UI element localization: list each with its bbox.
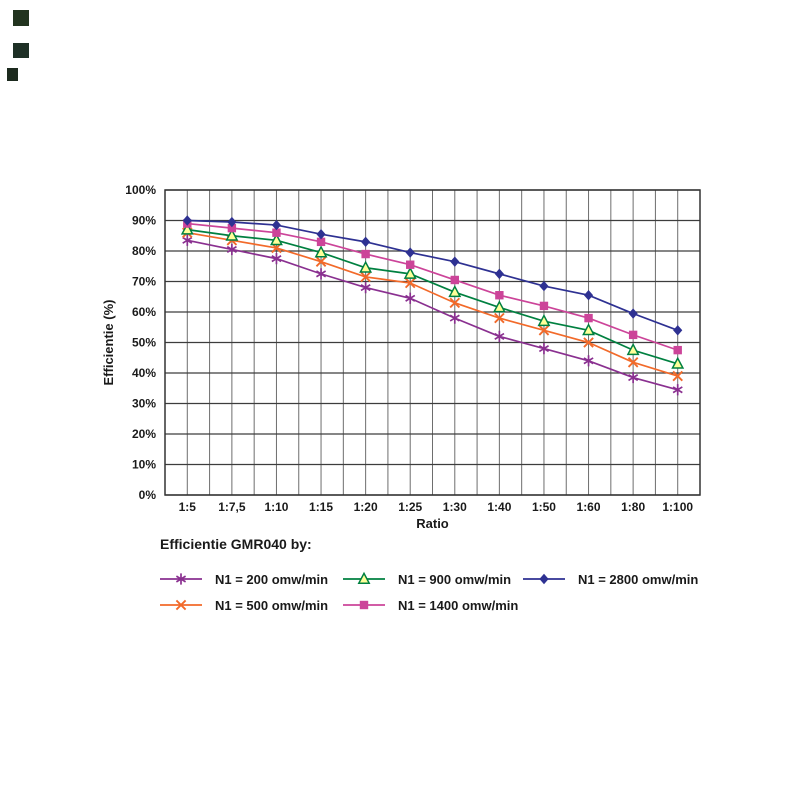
svg-text:1:5: 1:5 (179, 500, 197, 514)
legend-item-n1-200: N1 = 200 omw/min (160, 571, 343, 587)
legend-item-label: N1 = 900 omw/min (398, 571, 512, 587)
scan-artifact-2 (13, 43, 29, 58)
legend-item-label: N1 = 500 omw/min (215, 597, 329, 613)
legend-item-label: N1 = 1400 omw/min (398, 597, 519, 613)
svg-text:70%: 70% (132, 275, 156, 289)
svg-text:Efficientie (%): Efficientie (%) (101, 300, 116, 386)
svg-text:60%: 60% (132, 305, 156, 319)
svg-text:1:60: 1:60 (577, 500, 601, 514)
legend-grid: N1 = 200 omw/min N1 = 900 omw/min N1 = 2… (160, 566, 720, 618)
svg-text:40%: 40% (132, 366, 156, 380)
x-marker-icon (160, 597, 202, 613)
svg-text:1:30: 1:30 (443, 500, 467, 514)
svg-text:1:25: 1:25 (398, 500, 422, 514)
svg-text:1:7,5: 1:7,5 (218, 500, 246, 514)
legend-item-n1-2800: N1 = 2800 omw/min (523, 571, 720, 587)
svg-text:Ratio: Ratio (416, 516, 449, 531)
svg-text:90%: 90% (132, 214, 156, 228)
legend-item-label: N1 = 200 omw/min (215, 571, 329, 587)
svg-text:50%: 50% (132, 336, 156, 350)
legend-title: Efficientie GMR040 by: (160, 536, 312, 552)
svg-text:1:80: 1:80 (621, 500, 645, 514)
chart-legend: Efficientie GMR040 by: N1 = 200 omw/min … (160, 536, 720, 618)
svg-text:1:15: 1:15 (309, 500, 333, 514)
scan-artifact-3 (7, 68, 18, 81)
square-marker-icon (343, 597, 385, 613)
svg-text:100%: 100% (125, 183, 156, 197)
svg-text:30%: 30% (132, 397, 156, 411)
diamond-marker-icon (523, 571, 565, 587)
svg-text:1:50: 1:50 (532, 500, 556, 514)
legend-item-n1-500: N1 = 500 omw/min (160, 597, 343, 613)
svg-text:1:10: 1:10 (264, 500, 288, 514)
svg-text:80%: 80% (132, 244, 156, 258)
asterisk-marker-icon (160, 571, 202, 587)
svg-text:10%: 10% (132, 458, 156, 472)
legend-item-n1-1400: N1 = 1400 omw/min (343, 597, 523, 613)
svg-text:1:100: 1:100 (662, 500, 693, 514)
efficiency-line-chart: 0% 10% 20% 30% 40% 50% 60% 70% 80% 90% 100% 1:5 1:7,… (101, 183, 701, 531)
svg-text:0%: 0% (139, 488, 157, 502)
svg-text:20%: 20% (132, 427, 156, 441)
scan-artifact-1 (13, 10, 29, 26)
svg-text:1:20: 1:20 (354, 500, 378, 514)
legend-item-label: N1 = 2800 omw/min (578, 571, 699, 587)
legend-item-n1-900: N1 = 900 omw/min (343, 571, 523, 587)
svg-text:1:40: 1:40 (487, 500, 511, 514)
triangle-marker-icon (343, 571, 385, 587)
